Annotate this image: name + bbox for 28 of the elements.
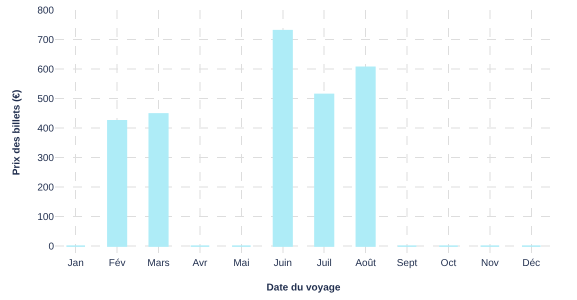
y-tick-label: 600 (37, 64, 54, 76)
x-tick-label: Août (355, 258, 376, 269)
x-tick-label: Oct (440, 258, 456, 269)
y-axis-title: Prix des billets (€) (11, 90, 22, 176)
bar (272, 30, 293, 247)
x-tick-label: Juil (316, 258, 332, 269)
bar (107, 120, 128, 247)
x-tick-label: Nov (480, 258, 499, 269)
x-axis-title: Date du voyage (266, 282, 341, 294)
x-tick-label: Juin (274, 258, 292, 269)
x-tick-label: Fév (108, 258, 126, 269)
bar (356, 66, 376, 247)
y-tick-label: 300 (37, 153, 54, 164)
bar (148, 113, 169, 247)
y-tick-label: 100 (37, 212, 54, 224)
x-tick-label: Sept (396, 258, 418, 269)
x-tick-label: Jan (68, 258, 84, 269)
y-tick-label: 800 (37, 6, 54, 16)
x-tick-label: Avr (192, 258, 208, 269)
x-tick-label: Mars (147, 258, 170, 269)
y-tick-label: 400 (37, 124, 54, 135)
y-tick-label: 500 (37, 94, 54, 106)
y-tick-label: 0 (48, 242, 54, 253)
y-tick-label: 200 (37, 182, 54, 194)
x-tick-label: Mai (233, 258, 250, 269)
bar (314, 94, 334, 247)
x-tick-label: Déc (522, 258, 540, 269)
y-tick-label: 700 (37, 35, 54, 46)
